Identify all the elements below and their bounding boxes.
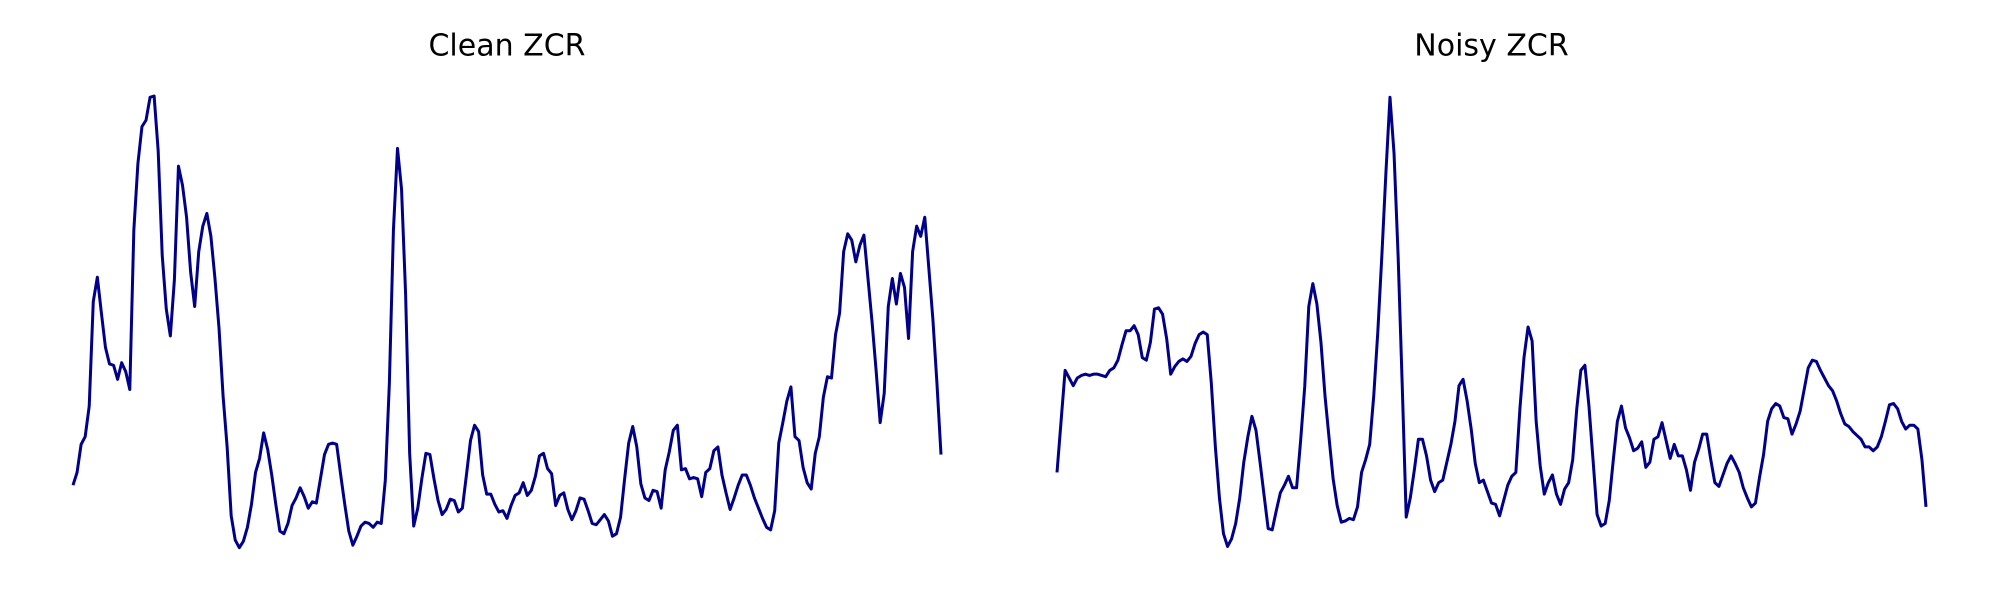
chart-title: Noisy ZCR <box>1414 29 1568 64</box>
line <box>71 94 943 550</box>
chart-title: Clean ZCR <box>428 29 585 64</box>
line <box>1055 95 1928 548</box>
